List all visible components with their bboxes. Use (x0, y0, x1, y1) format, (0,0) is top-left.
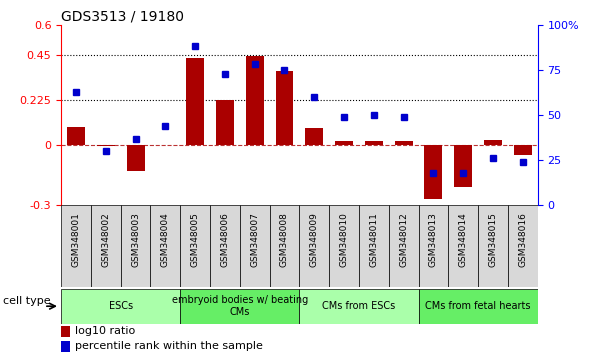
Text: GSM348003: GSM348003 (131, 212, 140, 267)
Bar (389, 205, 419, 287)
Bar (126, 145, 144, 171)
Text: GSM348011: GSM348011 (370, 212, 378, 267)
Bar (419, 289, 538, 324)
Bar (269, 205, 299, 287)
Bar (97, 145, 115, 146)
Bar (365, 141, 382, 145)
Text: GSM348013: GSM348013 (429, 212, 438, 267)
Bar (448, 205, 478, 287)
Text: GSM348007: GSM348007 (251, 212, 259, 267)
Bar (180, 205, 210, 287)
Bar (61, 205, 91, 287)
Text: GSM348016: GSM348016 (518, 212, 527, 267)
Text: GSM348009: GSM348009 (310, 212, 319, 267)
Bar (180, 289, 299, 324)
Bar (216, 100, 234, 145)
Bar (150, 205, 180, 287)
Bar (67, 127, 85, 145)
Text: GSM348005: GSM348005 (191, 212, 200, 267)
Text: GSM348012: GSM348012 (399, 212, 408, 267)
Text: log10 ratio: log10 ratio (75, 326, 136, 336)
Text: embryoid bodies w/ beating
CMs: embryoid bodies w/ beating CMs (172, 295, 308, 317)
Text: GSM348004: GSM348004 (161, 212, 170, 267)
Bar (61, 326, 70, 337)
Text: GSM348002: GSM348002 (101, 212, 110, 267)
Bar (246, 56, 263, 145)
Bar (299, 289, 419, 324)
Bar (419, 205, 448, 287)
Bar (508, 205, 538, 287)
Bar (329, 205, 359, 287)
Bar (210, 205, 240, 287)
Text: GSM348014: GSM348014 (459, 212, 467, 267)
Bar (478, 205, 508, 287)
Bar (299, 205, 329, 287)
Bar (306, 128, 323, 145)
Text: ESCs: ESCs (109, 301, 133, 311)
Text: GSM348010: GSM348010 (340, 212, 348, 267)
Text: CMs from ESCs: CMs from ESCs (323, 301, 395, 311)
Text: percentile rank within the sample: percentile rank within the sample (75, 342, 263, 352)
Text: cell type: cell type (3, 296, 51, 306)
Bar (359, 205, 389, 287)
Bar (61, 289, 180, 324)
Bar (514, 145, 532, 155)
Bar (454, 145, 472, 187)
Bar (186, 58, 204, 145)
Text: GSM348001: GSM348001 (71, 212, 81, 267)
Text: GSM348006: GSM348006 (221, 212, 229, 267)
Bar (425, 145, 442, 199)
Text: GSM348015: GSM348015 (489, 212, 497, 267)
Bar (484, 140, 502, 145)
Bar (120, 205, 150, 287)
Text: GSM348008: GSM348008 (280, 212, 289, 267)
Bar (276, 71, 293, 145)
Text: GDS3513 / 19180: GDS3513 / 19180 (61, 10, 184, 24)
Bar (61, 341, 70, 352)
Bar (395, 141, 412, 145)
Text: CMs from fetal hearts: CMs from fetal hearts (425, 301, 531, 311)
Bar (240, 205, 269, 287)
Bar (91, 205, 120, 287)
Bar (335, 141, 353, 145)
